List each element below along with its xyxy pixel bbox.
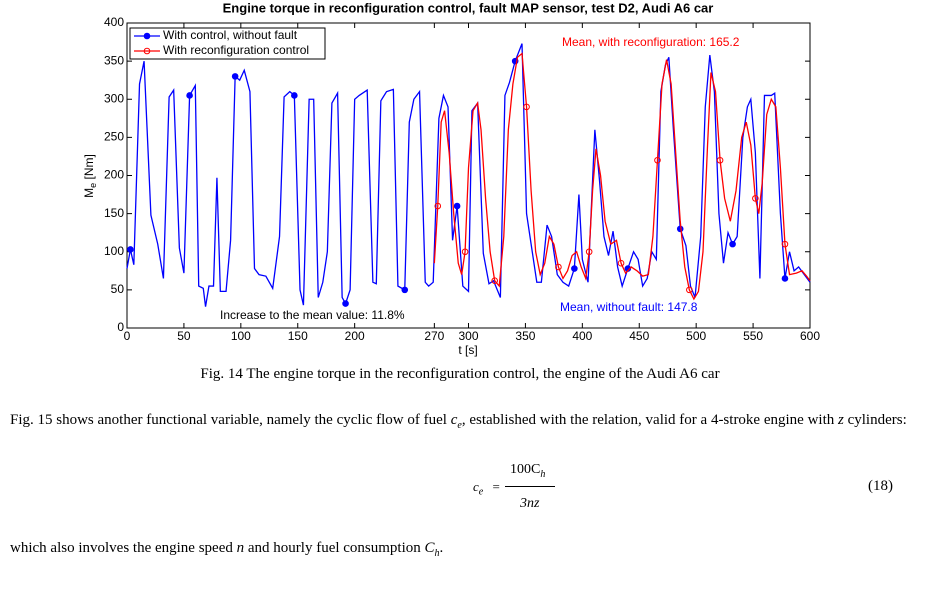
x-tick-label: 0 — [124, 329, 131, 343]
x-tick-label: 200 — [345, 329, 365, 343]
y-tick-label: 200 — [104, 168, 124, 182]
equation-numerator: 100Ch — [510, 462, 545, 480]
x-tick-label: 100 — [231, 329, 251, 343]
text: c — [450, 412, 458, 428]
y-tick-label: 50 — [111, 282, 125, 296]
x-tick-label: 500 — [686, 329, 706, 343]
legend-marker — [143, 47, 151, 55]
paragraph: which also involves the engine speed n a… — [10, 540, 443, 559]
text: c — [473, 479, 479, 494]
y-tick-label: 350 — [104, 53, 124, 67]
marker — [523, 103, 530, 111]
text: = — [492, 479, 500, 494]
x-tick-label: 350 — [515, 329, 535, 343]
y-axis-label: Me [Nm] — [82, 154, 98, 198]
marker — [781, 275, 789, 282]
marker — [342, 300, 349, 307]
marker — [434, 202, 442, 210]
series-line — [433, 52, 811, 301]
equation-denominator: 3nz — [520, 496, 540, 511]
text: 100C — [510, 462, 541, 477]
legend-label: With control, without fault — [163, 28, 298, 42]
marker — [127, 246, 134, 253]
text: e — [457, 420, 462, 431]
x-tick-label: 450 — [629, 329, 649, 343]
y-tick-label: 300 — [104, 91, 124, 105]
y-label-part: [Nm] — [82, 154, 96, 183]
marker — [686, 286, 693, 294]
y-tick-label: 400 — [104, 15, 124, 29]
y-tick-label: 250 — [104, 130, 124, 144]
chart-title: Engine torque in reconfiguration control… — [223, 0, 714, 15]
marker — [729, 240, 736, 248]
marker — [231, 73, 239, 80]
marker — [401, 286, 409, 294]
x-tick-label: 50 — [177, 329, 191, 343]
text: Fig. 15 shows another functional variabl… — [10, 412, 451, 428]
y-tick-label: 100 — [104, 244, 124, 258]
y-tick-label: 0 — [117, 320, 124, 334]
legend-box — [129, 27, 326, 60]
legend-label: With reconfiguration control — [163, 43, 309, 57]
x-tick-label: 150 — [288, 329, 308, 343]
x-tick-label: 600 — [800, 329, 820, 343]
marker — [461, 248, 469, 256]
annotation: Increase to the mean value: 11.8% — [220, 308, 405, 322]
chart: Engine torque in reconfiguration control… — [82, 0, 820, 357]
annotation: Mean, without fault: 147.8 — [560, 300, 698, 314]
caption: Fig. 14 The engine torque in the reconfi… — [200, 366, 720, 382]
y-label-part: M — [82, 188, 96, 198]
marker — [453, 202, 461, 210]
marker — [555, 263, 562, 271]
marker — [781, 240, 789, 248]
text: cylinders: — [843, 412, 907, 428]
text: e — [478, 486, 484, 498]
text: h — [540, 468, 546, 480]
marker — [617, 259, 625, 267]
text: . — [439, 540, 444, 556]
text: z — [838, 412, 844, 428]
x-tick-label: 300 — [458, 329, 478, 343]
marker — [654, 156, 661, 164]
annotation: Mean, with reconfiguration: 165.2 — [562, 35, 740, 49]
text: , established with the relation, valid f… — [461, 412, 838, 428]
x-tick-label: 550 — [743, 329, 763, 343]
x-axis-label: t [s] — [458, 343, 477, 357]
marker — [491, 277, 498, 285]
equation-number: (18) — [868, 478, 893, 494]
x-tick-label: 400 — [572, 329, 592, 343]
marker — [571, 265, 578, 272]
x-tick-label: 270 — [424, 329, 444, 343]
equation-lhs: ce = — [473, 479, 500, 498]
marker — [752, 195, 759, 202]
text: C — [424, 540, 435, 556]
marker — [291, 92, 298, 99]
legend-marker — [143, 32, 151, 40]
text: n — [236, 540, 245, 556]
text: which also involves the engine speed — [10, 540, 237, 556]
marker — [716, 156, 724, 164]
text: h — [434, 548, 440, 559]
marker — [585, 248, 593, 256]
marker — [186, 92, 193, 99]
y-tick-label: 150 — [104, 206, 124, 220]
paragraph: Fig. 15 shows another functional variabl… — [10, 410, 910, 436]
fraction-bar — [505, 486, 555, 487]
text: and hourly fuel consumption — [244, 540, 425, 556]
y-label-sub: e — [88, 183, 98, 188]
